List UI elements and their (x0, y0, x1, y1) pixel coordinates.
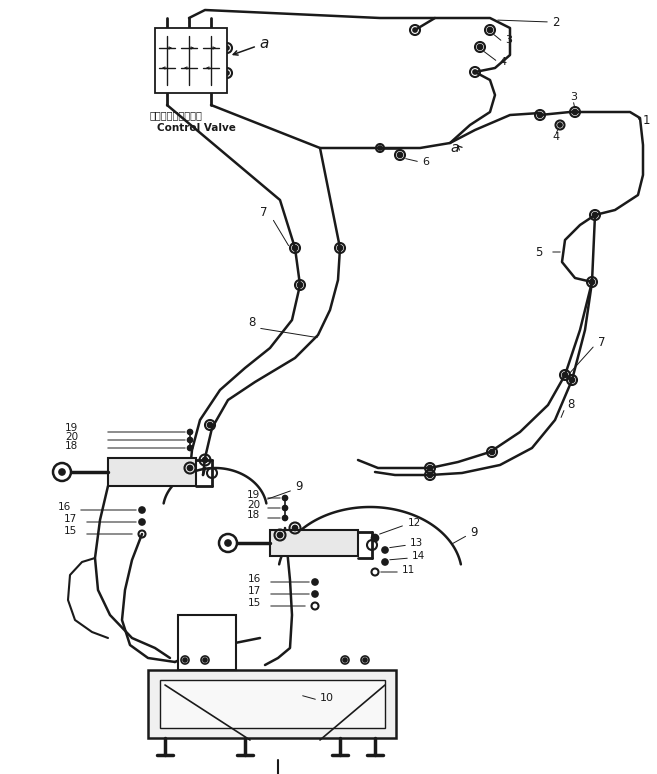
Circle shape (428, 472, 432, 478)
Text: 12: 12 (408, 518, 421, 528)
Circle shape (478, 44, 482, 50)
Circle shape (558, 123, 562, 127)
Text: 16: 16 (58, 502, 71, 512)
Circle shape (277, 533, 283, 537)
Circle shape (570, 378, 574, 382)
Text: 10: 10 (320, 693, 334, 703)
Circle shape (382, 547, 388, 553)
Circle shape (589, 279, 595, 285)
Circle shape (562, 372, 568, 378)
Circle shape (283, 515, 288, 520)
Circle shape (363, 658, 367, 662)
Bar (148, 670, 396, 738)
Circle shape (292, 526, 298, 530)
Circle shape (378, 146, 382, 150)
Circle shape (187, 446, 193, 450)
Circle shape (139, 519, 145, 525)
Text: 7: 7 (260, 207, 267, 220)
Circle shape (593, 213, 597, 217)
Text: 8: 8 (567, 399, 574, 412)
Text: 14: 14 (412, 551, 425, 561)
Circle shape (428, 465, 432, 471)
Text: 1: 1 (643, 114, 650, 126)
Circle shape (473, 70, 477, 74)
Circle shape (183, 658, 187, 662)
Bar (155, 28, 227, 93)
Text: 3: 3 (505, 35, 512, 45)
Text: Control Valve: Control Valve (157, 123, 236, 133)
Circle shape (283, 505, 288, 511)
Circle shape (298, 283, 302, 287)
Circle shape (225, 71, 229, 75)
Circle shape (225, 46, 229, 50)
Circle shape (187, 465, 193, 471)
Text: 9: 9 (470, 526, 478, 539)
Text: 4: 4 (499, 57, 506, 67)
Circle shape (397, 152, 403, 157)
Bar (108, 458, 196, 486)
Text: 17: 17 (248, 586, 261, 596)
Text: a: a (450, 141, 459, 155)
Text: コントロールバルブ: コントロールバルブ (150, 110, 203, 120)
Circle shape (413, 28, 417, 32)
Circle shape (537, 112, 543, 118)
Circle shape (208, 423, 212, 427)
Circle shape (187, 430, 193, 434)
Circle shape (139, 507, 145, 513)
Circle shape (382, 559, 388, 565)
Text: 3: 3 (570, 92, 577, 102)
Circle shape (338, 245, 342, 251)
Circle shape (572, 109, 578, 115)
Circle shape (312, 591, 318, 597)
Text: 18: 18 (247, 510, 260, 520)
Text: 11: 11 (402, 565, 415, 575)
Text: 5: 5 (535, 245, 543, 259)
Text: 7: 7 (598, 335, 606, 348)
Bar (270, 530, 358, 556)
Circle shape (371, 535, 378, 542)
Circle shape (283, 495, 288, 501)
Circle shape (187, 437, 193, 443)
Circle shape (312, 579, 318, 585)
Text: 15: 15 (64, 526, 78, 536)
Circle shape (292, 245, 298, 251)
Circle shape (202, 457, 208, 463)
Bar (178, 615, 236, 670)
Circle shape (489, 450, 495, 454)
Text: 19: 19 (65, 423, 78, 433)
Circle shape (59, 469, 65, 475)
Circle shape (487, 28, 493, 33)
Text: 9: 9 (295, 481, 302, 494)
Bar (160, 680, 385, 728)
Text: 19: 19 (247, 490, 260, 500)
Text: 15: 15 (248, 598, 261, 608)
Text: 20: 20 (65, 432, 78, 442)
Text: 2: 2 (552, 15, 560, 29)
Circle shape (225, 540, 231, 546)
Text: 13: 13 (410, 538, 423, 548)
Text: 20: 20 (247, 500, 260, 510)
Text: 17: 17 (64, 514, 78, 524)
Text: 16: 16 (248, 574, 261, 584)
Circle shape (343, 658, 347, 662)
Text: 8: 8 (248, 317, 256, 330)
Text: 4: 4 (552, 132, 559, 142)
Text: 18: 18 (65, 441, 78, 451)
Text: a: a (259, 36, 268, 50)
Text: 6: 6 (422, 157, 429, 167)
Circle shape (203, 658, 207, 662)
